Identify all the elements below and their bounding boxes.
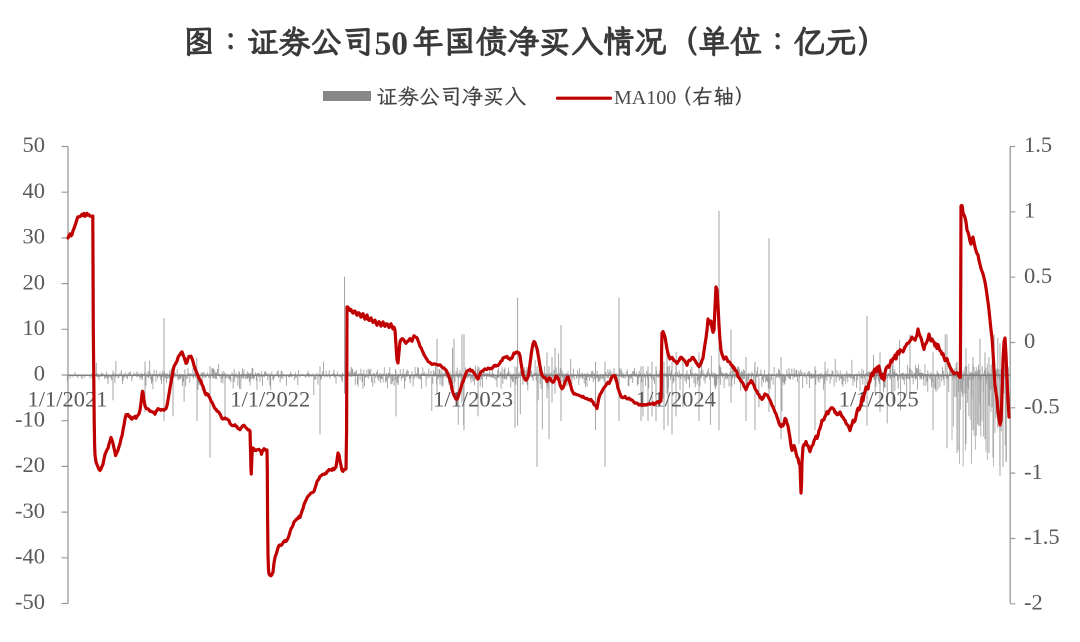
svg-text:40: 40 <box>23 178 46 203</box>
svg-text:-40: -40 <box>15 544 45 569</box>
svg-text:1/1/2024: 1/1/2024 <box>636 386 716 411</box>
svg-text:1/1/2022: 1/1/2022 <box>230 386 310 411</box>
svg-text:30: 30 <box>23 224 46 249</box>
svg-text:-20: -20 <box>15 452 45 477</box>
svg-text:1/1/2023: 1/1/2023 <box>433 386 513 411</box>
svg-text:0: 0 <box>1024 328 1035 353</box>
svg-text:1: 1 <box>1024 198 1035 223</box>
svg-text:MA100: MA100 <box>614 87 676 109</box>
svg-text:50: 50 <box>23 132 46 157</box>
svg-text:-2: -2 <box>1024 590 1043 615</box>
svg-text:20: 20 <box>23 269 46 294</box>
svg-text:-1.5: -1.5 <box>1024 524 1060 549</box>
svg-text:50: 50 <box>375 25 409 62</box>
svg-text:0.5: 0.5 <box>1024 263 1052 288</box>
svg-text:-50: -50 <box>15 589 45 614</box>
svg-text:-30: -30 <box>15 498 45 523</box>
svg-text:1/1/2025: 1/1/2025 <box>839 386 919 411</box>
svg-text:1.5: 1.5 <box>1024 132 1052 157</box>
svg-text:-1: -1 <box>1024 459 1043 484</box>
svg-text:10: 10 <box>23 315 46 340</box>
svg-text:-10: -10 <box>15 406 45 431</box>
svg-text:0: 0 <box>34 361 45 386</box>
svg-text:-0.5: -0.5 <box>1024 394 1060 419</box>
